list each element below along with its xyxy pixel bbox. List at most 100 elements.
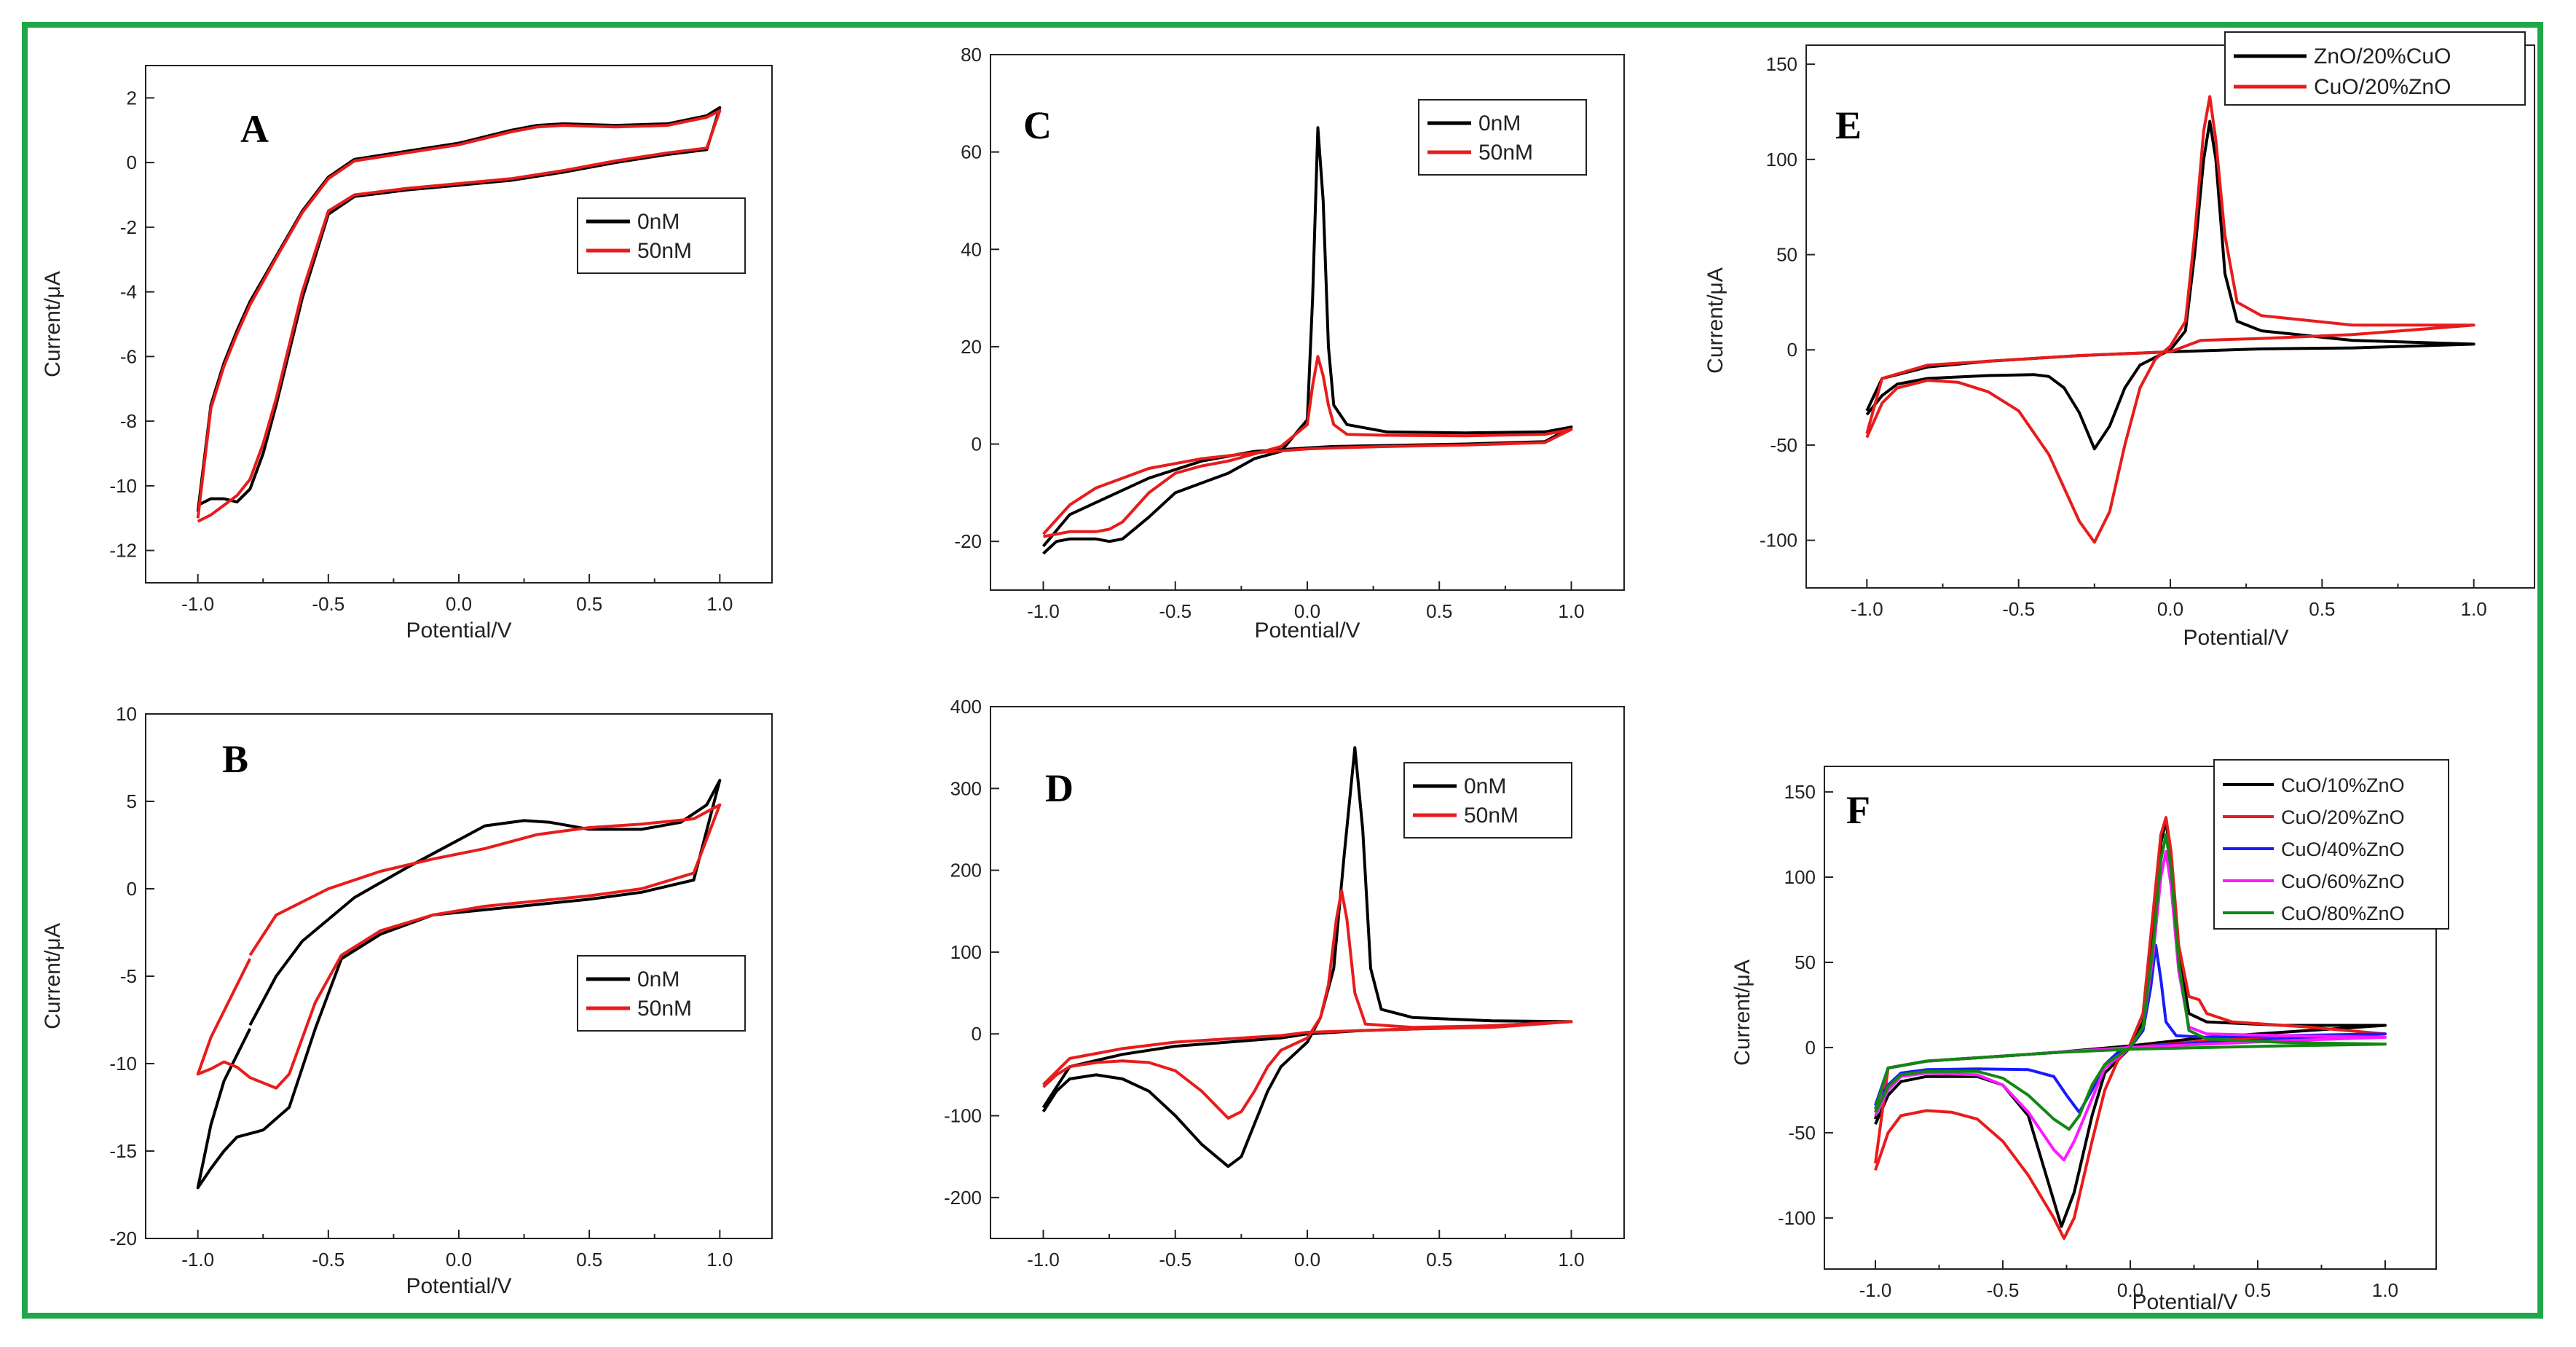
y-tick-label: -4 [120,281,137,303]
y-tick-label: 20 [961,336,982,358]
x-tick-label: 0.5 [576,593,602,615]
x-axis-title: Potential/V [2183,626,2288,650]
x-tick-label: 0.5 [2245,1279,2271,1301]
legend-box [1403,762,1572,839]
x-tick-label: 0.0 [2117,1279,2143,1301]
y-tick-label: -10 [109,475,137,497]
y-tick-label: 80 [961,44,982,66]
panel-label: F [1846,788,1870,832]
x-tick-label: 0.5 [576,1249,602,1271]
x-tick-label: 1.0 [1558,1249,1584,1271]
y-tick-label: 150 [1784,781,1816,803]
x-tick-label: 0.5 [1426,1249,1452,1271]
series-line-cuo-40-zno [1874,943,2387,1114]
y-tick-label: 0 [127,152,137,173]
legend-label: 50nM [637,997,692,1021]
legend-label: 0nM [637,210,680,234]
series-line-0nm [196,779,722,1190]
legend-box [577,955,746,1032]
y-tick-label: 0 [972,433,982,455]
panel-label: D [1045,766,1074,810]
y-tick-label: 0 [1805,1037,1816,1059]
y-tick-label: -20 [109,1228,137,1249]
y-tick-label: 40 [961,238,982,260]
series-line-0nm [196,106,722,512]
series-line-50nm [196,803,722,1090]
x-tick-label: 0.5 [2309,598,2335,620]
y-tick-label: -15 [109,1140,137,1162]
y-tick-label: -100 [944,1105,982,1127]
x-tick-label: -0.5 [1159,1249,1192,1271]
y-tick-label: 100 [1784,866,1816,888]
panel-label: A [240,107,269,151]
legend-label: 50nM [1478,141,1533,165]
legend-label: CuO/20%ZnO [2281,806,2405,828]
y-tick-label: -6 [120,345,137,367]
x-tick-label: 1.0 [1558,600,1584,622]
y-tick-label: 0 [1787,339,1797,361]
y-axis-title: Current/μA [41,923,65,1029]
y-tick-label: -2 [120,216,137,238]
x-tick-label: 0.0 [2157,598,2183,620]
panel-label: E [1835,103,1862,147]
y-tick-label: 100 [950,941,982,963]
y-tick-label: 100 [1766,149,1797,170]
x-tick-label: -1.0 [1859,1279,1892,1301]
y-tick-label: -50 [1788,1122,1816,1144]
legend-label: 50nM [1464,804,1519,828]
y-tick-label: -50 [1770,434,1797,456]
x-tick-label: -0.5 [312,593,344,615]
y-tick-label: 60 [961,141,982,163]
legend-label: 50nM [637,239,692,263]
y-tick-label: -8 [120,410,137,432]
y-tick-label: 400 [950,696,982,718]
x-axis-title: Potential/V [1254,618,1360,643]
legend-label: ZnO/20%CuO [2314,44,2451,68]
panel-d-chart: -1.0 -0.5 0.0 0.5 1.0 400 300 200 100 0 -100 -200 0… [944,696,1625,1271]
x-tick-label: 1.0 [706,593,733,615]
y-tick-label: 0 [972,1023,982,1045]
y-tick-label: 10 [116,703,137,725]
legend-label: CuO/80%ZnO [2281,903,2405,924]
legend-box [577,197,746,274]
series-line-0nm [1041,126,1573,555]
x-tick-label: -0.5 [1159,600,1192,622]
x-tick-label: -0.5 [312,1249,344,1271]
legend-label: CuO/10%ZnO [2281,774,2405,796]
x-tick-label: 1.0 [2372,1279,2398,1301]
panel-label: B [222,737,248,781]
y-tick-label: -200 [944,1187,982,1209]
legend-label: CuO/40%ZnO [2281,839,2405,860]
x-tick-label: -1.0 [181,593,214,615]
y-tick-label: -5 [120,965,137,987]
x-tick-label: -1.0 [1851,598,1883,620]
x-tick-label: 0.5 [1426,600,1452,622]
y-tick-label: -100 [1778,1207,1816,1229]
x-axis-title: Potential/V [2132,1290,2237,1314]
y-axis-title: Current/μA [1703,267,1728,374]
x-tick-label: 0.0 [1294,1249,1320,1271]
y-tick-label: 150 [1766,53,1797,75]
legend-box [2213,759,2449,930]
series-line-cuo-80-zno [1874,833,2387,1131]
y-tick-label: 300 [950,777,982,799]
y-tick-label: -10 [109,1053,137,1075]
y-tick-label: 50 [1776,244,1797,266]
y-tick-label: -12 [109,540,137,562]
x-tick-label: 1.0 [706,1249,733,1271]
x-axis-title: Potential/V [406,618,511,643]
figure-frame [22,22,2543,1319]
panel-label: C [1023,103,1052,147]
y-axis-title: Current/μA [1730,959,1754,1066]
series-line-cuo-20-zno [1865,95,2475,544]
y-axis-title: Current/μA [41,271,65,377]
x-tick-label: -0.5 [2002,598,2035,620]
series-line-0nm [1041,746,1573,1169]
series-line-50nm [196,109,722,523]
x-tick-label: 0.0 [446,593,472,615]
panel-e-chart: -1.0 -0.5 0.0 0.5 1.0 150 100 50 0 -50 -100 ZnO/20… [1703,31,2535,650]
x-tick-label: -1.0 [1027,600,1060,622]
y-tick-label: 200 [950,860,982,881]
legend-label: CuO/60%ZnO [2281,871,2405,892]
